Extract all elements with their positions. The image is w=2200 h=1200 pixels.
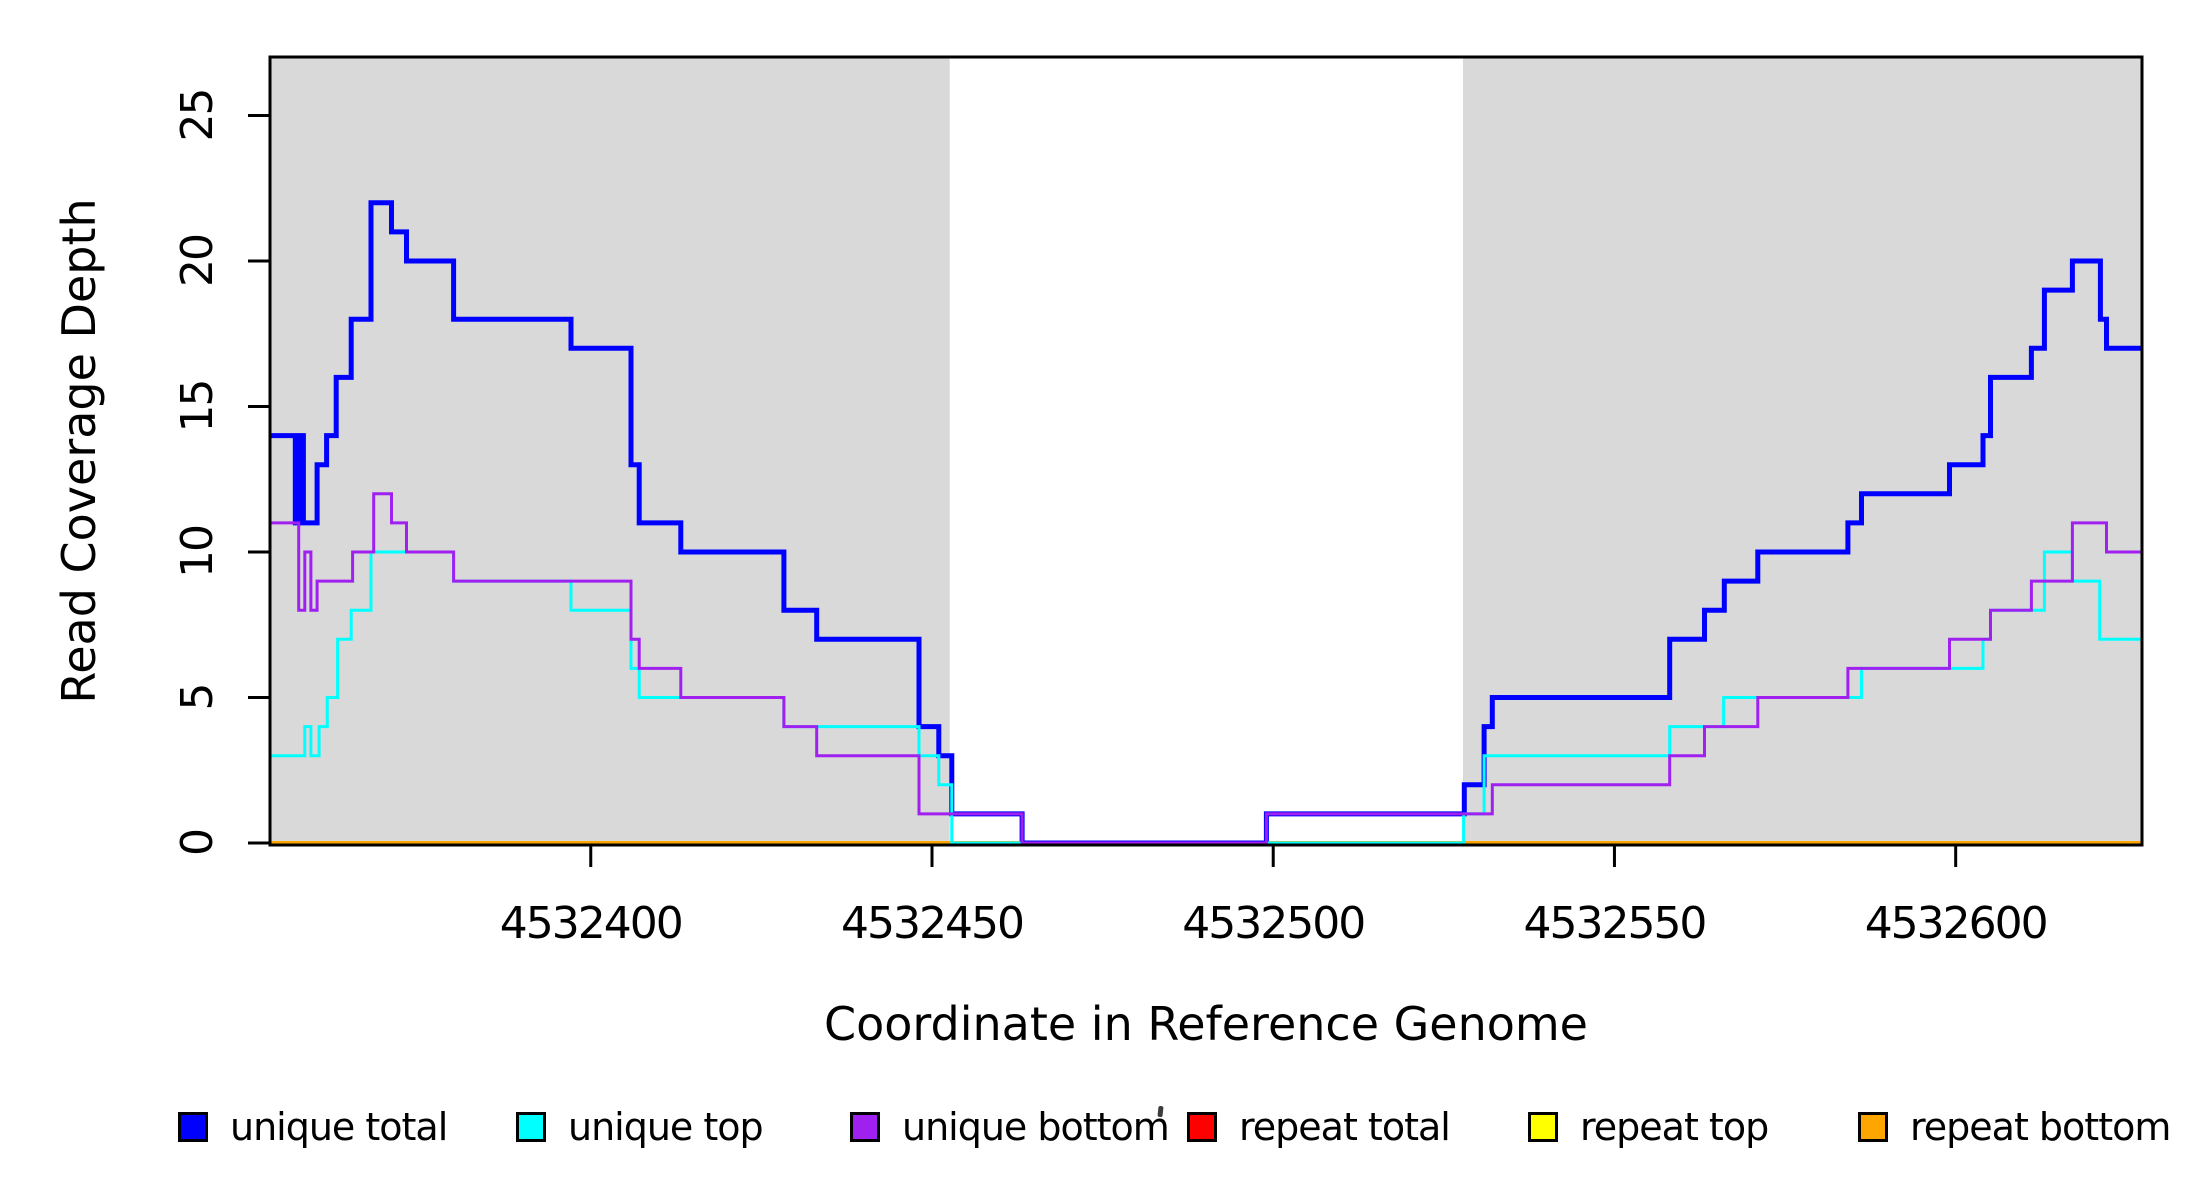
legend-label-repeat-top: repeat top — [1580, 1105, 1769, 1149]
legend-item-unique-total: unique total — [178, 1105, 448, 1149]
legend-item-unique-top: unique top — [516, 1105, 764, 1149]
x-tick-label-4532400: 4532400 — [500, 898, 682, 949]
x-tick-label-4532500: 4532500 — [1182, 898, 1364, 949]
legend-swatch-unique-bottom — [850, 1112, 880, 1142]
legend-swatch-unique-total — [178, 1112, 208, 1142]
y-tick-label-5: 5 — [172, 685, 223, 711]
legend-item-repeat-top: repeat top — [1528, 1105, 1769, 1149]
x-tick-label-4532550: 4532550 — [1523, 898, 1705, 949]
legend-label-unique-bottom: unique bottom — [902, 1105, 1170, 1149]
x-axis-tick-labels: 4532400 4532450 4532500 4532550 4532600 — [500, 898, 2049, 949]
y-tick-label-0: 0 — [172, 830, 223, 856]
legend-swatch-repeat-bottom — [1858, 1112, 1888, 1142]
x-tick-label-4532600: 4532600 — [1865, 898, 2047, 949]
y-axis-title: Read Coverage Depth — [52, 198, 106, 703]
legend-swatch-repeat-top — [1528, 1112, 1558, 1142]
y-tick-label-25: 25 — [172, 90, 223, 142]
y-tick-label-20: 20 — [172, 235, 223, 287]
legend-label-unique-top: unique top — [568, 1105, 764, 1149]
legend-label-repeat-bottom: repeat bottom — [1910, 1105, 2171, 1149]
y-tick-label-15: 15 — [172, 381, 223, 433]
legend-label-repeat-total: repeat total — [1239, 1105, 1451, 1149]
series-line-unique-bottom — [271, 492, 2141, 844]
y-axis-tick-labels: 0 5 10 15 20 25 — [172, 90, 223, 857]
legend-item-unique-bottom: unique bottom — [850, 1105, 1170, 1149]
x-axis-ticks — [589, 845, 1958, 867]
y-tick-label-10: 10 — [172, 526, 223, 578]
legend-item-repeat-bottom: repeat bottom — [1858, 1105, 2171, 1149]
shaded-band-2 — [1462, 58, 2141, 844]
legend-item-repeat-total: repeat total — [1187, 1105, 1451, 1149]
legend-swatch-unique-top — [516, 1112, 546, 1142]
series-lines — [271, 200, 2141, 844]
legend-label-unique-total: unique total — [230, 1105, 448, 1149]
shaded-band-1 — [271, 58, 950, 844]
x-tick-label-4532450: 4532450 — [841, 898, 1023, 949]
y-axis-ticks — [248, 114, 270, 845]
shaded-regions — [271, 58, 2141, 844]
legend-swatch-repeat-total — [1187, 1112, 1217, 1142]
x-axis-title: Coordinate in Reference Genome — [824, 997, 1588, 1051]
plot-border — [268, 55, 2144, 847]
